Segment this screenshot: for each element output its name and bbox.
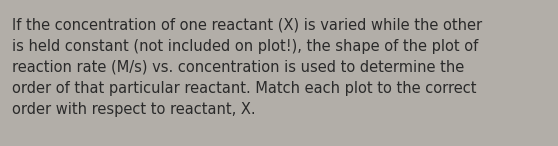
Text: If the concentration of one reactant (X) is varied while the other
is held const: If the concentration of one reactant (X)… [12, 18, 483, 117]
